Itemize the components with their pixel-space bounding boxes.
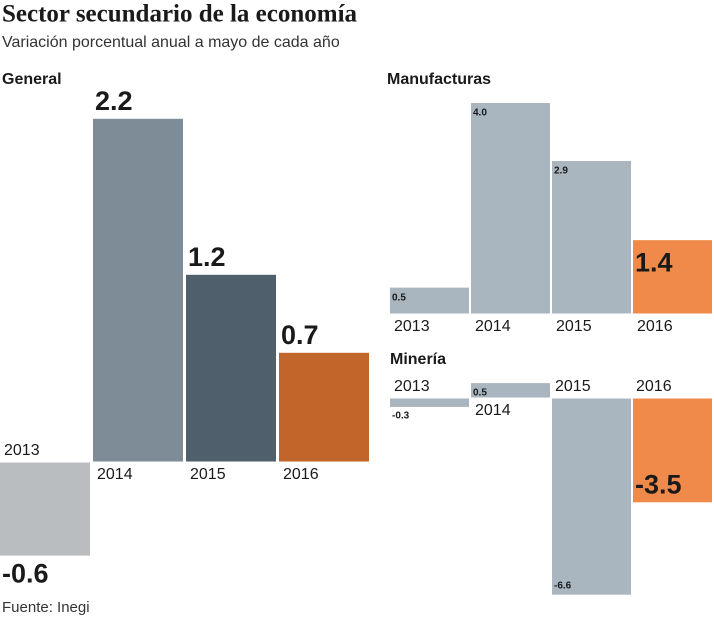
- value-label: 0.5: [392, 292, 406, 303]
- chart-title: General: [2, 71, 62, 88]
- x-tick-label: 2016: [636, 378, 672, 395]
- value-label: -3.5: [635, 469, 682, 499]
- source: Fuente: Inegi: [2, 599, 90, 616]
- x-tick-label: 2015: [190, 466, 226, 483]
- value-label: -6.6: [554, 580, 572, 591]
- x-tick-label: 2015: [555, 378, 591, 395]
- bar: [471, 383, 550, 398]
- value-label: -0.3: [392, 411, 410, 422]
- value-label: -0.6: [2, 559, 49, 589]
- x-tick-label: 2016: [637, 318, 673, 335]
- bar: [93, 118, 183, 463]
- value-label: 1.4: [635, 247, 673, 277]
- x-tick-label: 2013: [4, 442, 40, 459]
- chart-title: Manufacturas: [387, 71, 491, 88]
- value-label: 4.0: [473, 108, 487, 119]
- bar: [552, 161, 631, 314]
- bar: [552, 398, 631, 595]
- value-label: 2.2: [95, 86, 133, 116]
- bar: [471, 103, 550, 314]
- x-tick-label: 2015: [556, 318, 592, 335]
- bar: [0, 462, 90, 556]
- x-tick-label: 2013: [394, 318, 430, 335]
- x-tick-label: 2014: [97, 466, 133, 483]
- value-label: 0.7: [281, 320, 319, 350]
- chart-title: Minería: [390, 351, 446, 368]
- title: Sector secundario de la economía: [2, 1, 358, 28]
- bar: [390, 398, 469, 407]
- bar: [186, 274, 276, 462]
- x-tick-label: 2014: [475, 402, 511, 419]
- bar: [390, 287, 469, 314]
- value-label: 1.2: [188, 242, 226, 272]
- value-label: 2.9: [554, 166, 568, 177]
- x-tick-label: 2016: [283, 466, 319, 483]
- x-tick-label: 2013: [394, 378, 430, 395]
- bar: [633, 240, 712, 314]
- x-tick-label: 2014: [475, 318, 511, 335]
- subtitle: Variación porcentual anual a mayo de cad…: [2, 34, 340, 51]
- value-label: 0.5: [473, 388, 487, 399]
- bar: [279, 352, 369, 462]
- bar: [633, 398, 712, 503]
